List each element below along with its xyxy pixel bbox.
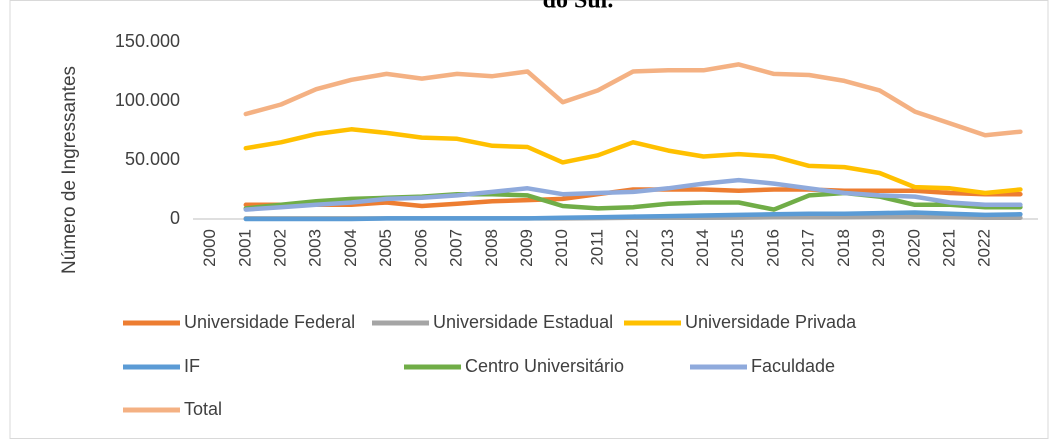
x-tick-label: 2016 [763, 229, 782, 267]
x-tick-label: 2014 [693, 229, 712, 267]
x-tick-label: 2019 [869, 229, 888, 267]
legend-label: Total [184, 399, 222, 419]
x-tick-label: 2006 [411, 229, 430, 267]
legend-label: IF [184, 356, 200, 376]
series-line [243, 127, 1023, 196]
series-line [243, 187, 1023, 209]
x-tick-label: 2022 [975, 229, 994, 267]
x-tick-label: 2001 [235, 229, 254, 267]
x-tick-label: 2020 [904, 229, 923, 267]
series-line [243, 62, 1023, 138]
legend-label: Faculdade [751, 356, 835, 376]
x-tick-label: 2009 [517, 229, 536, 267]
x-tick-label: 2017 [799, 229, 818, 267]
x-tick-label: 2021 [939, 229, 958, 267]
x-tick-label: 2008 [482, 229, 501, 267]
series-line [243, 210, 1023, 222]
x-tick-label: 2005 [376, 229, 395, 267]
y-tick-label: 150.000 [115, 31, 180, 51]
x-tick-label: 2002 [271, 229, 290, 267]
legend-label: Universidade Estadual [433, 312, 613, 332]
series-line [243, 177, 1023, 212]
x-tick-label: 2018 [834, 229, 853, 267]
x-tick-label: 2007 [447, 229, 466, 267]
legend-label: Universidade Federal [184, 312, 355, 332]
chart-title: do Sul. [543, 0, 614, 14]
x-tick-label: 2000 [200, 229, 219, 267]
x-tick-label: 2011 [587, 229, 606, 266]
y-tick-label: 50.000 [125, 149, 180, 169]
y-axis-label: Número de Ingressantes [59, 66, 80, 274]
x-tick-label: 2004 [341, 229, 360, 267]
x-tick-label: 2015 [728, 229, 747, 267]
x-tick-label: 2010 [552, 229, 571, 267]
legend-label: Universidade Privada [685, 312, 857, 332]
legend-label: Centro Universitário [465, 356, 624, 376]
y-tick-label: 0 [170, 208, 180, 228]
y-tick-label: 100.000 [115, 90, 180, 110]
x-tick-label: 2012 [623, 229, 642, 267]
x-tick-label: 2003 [306, 229, 325, 267]
x-tick-label: 2013 [658, 229, 677, 267]
